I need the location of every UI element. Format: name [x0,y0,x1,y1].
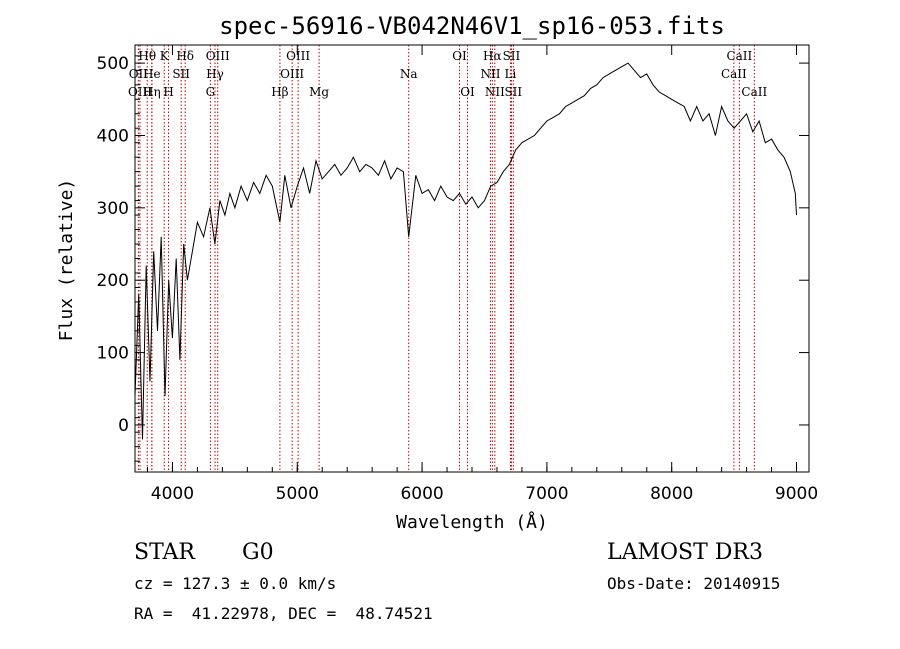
line-label-15: Mg [309,85,329,99]
y-tick-label-1: 100 [97,344,129,364]
emission-line-labels: Hθ OII OIII He Hη K H SII Hδ OIII Hγ G Hβ OIII OIII Mg N… [128,49,768,99]
y-tick-label-3: 300 [97,199,129,219]
line-label-14: OIII [280,67,304,81]
emission-line-markers [137,45,755,472]
line-label-16: Na [400,67,418,81]
y-tick-label-0: 0 [118,416,129,436]
y-tick-label-5: 500 [97,54,129,74]
redshift-velocity: cz = 127.3 ± 0.0 km/s [134,574,337,593]
line-label-9: OIII [206,49,230,63]
line-label-20: NII [480,67,500,81]
x-tick-label-5: 9000 [775,484,818,504]
line-label-4: Hη [143,85,161,99]
line-label-13: OIII [286,49,310,63]
y-axis-label: Flux (relative) [56,179,77,342]
chart-title: spec-56916-VB042N46V1_sp16-053.fits [219,12,725,40]
line-label-26: CaII [721,67,747,81]
line-label-7: SII [172,67,190,81]
y-axis-ticks: 0 100 200 300 400 500 [97,54,809,462]
x-tick-label-3: 7000 [525,484,568,504]
line-label-17: OI [452,49,467,63]
line-label-1: OII [129,67,149,81]
line-label-10: Hγ [206,67,224,81]
line-label-8: Hδ [176,49,194,63]
line-label-21: NII [485,85,505,99]
x-tick-label-4: 8000 [650,484,693,504]
line-label-25: CaII [726,49,752,63]
x-axis-ticks: 4000 5000 6000 7000 8000 9000 [146,45,818,504]
spectrum-series-line [134,62,797,440]
line-label-11: G [206,85,216,99]
line-label-12: Hβ [271,85,288,99]
line-label-22: SII [503,49,521,63]
x-axis-label: Wavelength (Å) [396,511,548,533]
line-label-23: Li [505,67,517,81]
sky-coordinates: RA = 41.22978, DEC = 48.74521 [134,604,433,623]
plot-frame [134,44,810,473]
y-tick-label-2: 200 [97,271,129,291]
line-label-6: H [163,85,173,99]
line-label-19: Hα [483,49,502,63]
line-label-24: SII [504,85,522,99]
line-label-3: He [143,67,161,81]
x-tick-label-0: 4000 [151,484,194,504]
observation-date: Obs-Date: 20140915 [607,574,781,593]
x-tick-label-2: 6000 [400,484,443,504]
object-class: STAR [134,540,195,565]
line-label-27: CaII [741,85,767,99]
line-label-5: K [160,49,170,63]
line-label-2: OIII [128,85,152,99]
line-label-0: Hθ [138,49,156,63]
y-tick-label-4: 400 [97,126,129,146]
survey-name: LAMOST DR3 [607,540,763,565]
x-tick-label-1: 5000 [276,484,319,504]
object-subclass: G0 [242,540,274,565]
line-label-18: OI [460,85,475,99]
